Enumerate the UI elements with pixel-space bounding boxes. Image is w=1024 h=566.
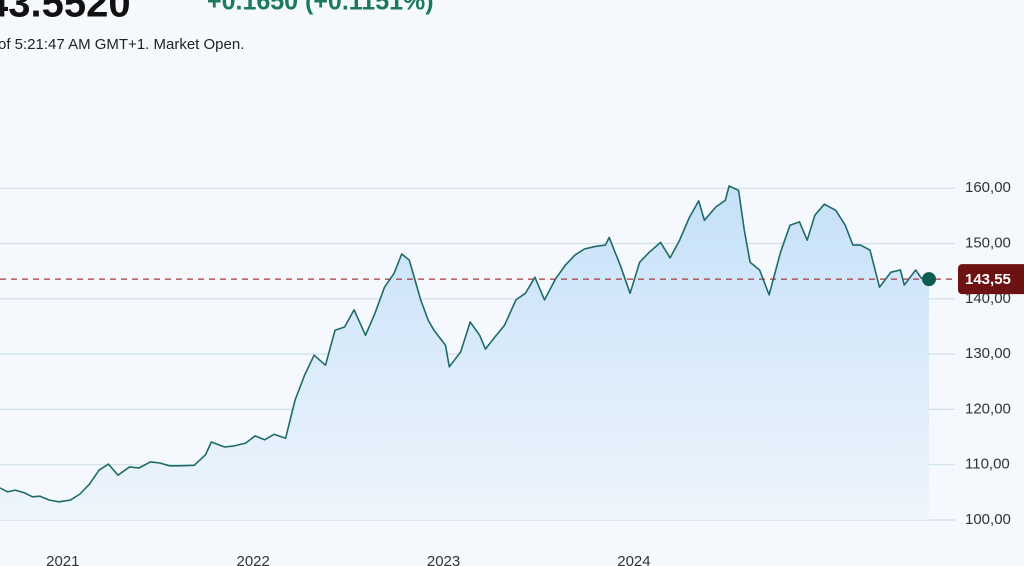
- price: 43.5520: [0, 0, 131, 26]
- y-tick-label: 130,00: [965, 345, 1011, 362]
- y-tick-label: 120,00: [965, 400, 1011, 417]
- price-badge-label: 143,55: [965, 271, 1011, 288]
- y-tick-label: 150,00: [965, 234, 1011, 251]
- y-tick-label: 100,00: [965, 511, 1011, 528]
- x-tick-label: 2022: [237, 553, 270, 566]
- y-tick-label: 110,00: [965, 456, 1010, 473]
- price-badge: [958, 264, 1024, 295]
- market-status: of 5:21:47 AM GMT+1. Market Open.: [0, 36, 244, 53]
- price-line: [0, 185, 930, 503]
- price-change: +0.1650 (+0.1151%): [207, 0, 434, 16]
- x-tick-label: 2024: [617, 553, 650, 566]
- area-fill: [0, 186, 929, 520]
- x-tick-label: 2021: [46, 553, 79, 566]
- last-point: [922, 272, 936, 287]
- y-tick-label: 160,00: [965, 179, 1011, 196]
- x-tick-label: 2023: [427, 553, 460, 566]
